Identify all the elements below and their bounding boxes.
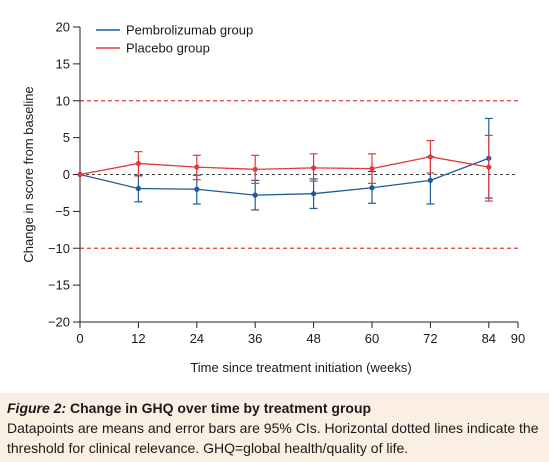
y-tick-label: 5 bbox=[63, 130, 70, 145]
y-tick-label: 20 bbox=[56, 20, 70, 35]
x-tick-label: 0 bbox=[76, 331, 83, 346]
data-point bbox=[486, 164, 492, 170]
caption-title: Figure 2: Change in GHQ over time by tre… bbox=[7, 400, 371, 416]
data-point bbox=[252, 192, 258, 198]
x-tick-label: 36 bbox=[248, 331, 262, 346]
data-point bbox=[311, 165, 317, 171]
y-axis-label: Change in score from baseline bbox=[21, 86, 36, 262]
data-point bbox=[135, 185, 141, 192]
data-point bbox=[194, 164, 200, 170]
data-point bbox=[427, 154, 433, 160]
x-axis-label: Time since treatment initiation (weeks) bbox=[190, 360, 411, 375]
data-point bbox=[427, 177, 433, 183]
x-tick-label: 72 bbox=[423, 331, 437, 346]
data-point bbox=[369, 185, 375, 191]
caption-body: Datapoints are means and error bars are … bbox=[7, 420, 539, 456]
y-tick-label: −20 bbox=[48, 315, 70, 330]
y-tick-label: −5 bbox=[55, 204, 70, 219]
legend-label: Pembrolizumab group bbox=[126, 23, 253, 38]
figure-label: Figure 2: bbox=[7, 400, 67, 416]
y-tick-label: 0 bbox=[63, 167, 70, 182]
y-tick-label: −10 bbox=[48, 241, 70, 256]
figure-caption: Figure 2: Change in GHQ over time by tre… bbox=[7, 398, 543, 458]
caption-title-text: Change in GHQ over time by treatment gro… bbox=[66, 400, 372, 416]
legend-label: Placebo group bbox=[126, 41, 210, 56]
data-point bbox=[311, 191, 317, 197]
x-tick-label: 60 bbox=[365, 331, 379, 346]
x-tick-label: 24 bbox=[190, 331, 204, 346]
x-tick-label: 90 bbox=[511, 331, 525, 346]
x-tick-label: 84 bbox=[482, 331, 496, 346]
chart: −20 −15 −10 −5 0 5 10 15 20 0 12 24 36 48 60 72 84 90 Time… bbox=[21, 20, 525, 376]
series-line bbox=[79, 157, 490, 196]
y-tick-label: 10 bbox=[56, 93, 70, 108]
plot-panel: −20 −15 −10 −5 0 5 10 15 20 0 12 24 36 48 60 72 84 90 Time… bbox=[0, 0, 549, 393]
y-tick-label: 15 bbox=[56, 56, 70, 71]
x-tick-label: 48 bbox=[306, 331, 320, 346]
series-line bbox=[79, 156, 489, 176]
x-tick-label: 12 bbox=[131, 331, 145, 346]
y-tick-label: −15 bbox=[48, 278, 70, 293]
data-point bbox=[194, 186, 200, 192]
data-point bbox=[135, 160, 141, 167]
data-point bbox=[369, 166, 375, 172]
data-point bbox=[252, 166, 258, 172]
data-point bbox=[77, 171, 83, 178]
